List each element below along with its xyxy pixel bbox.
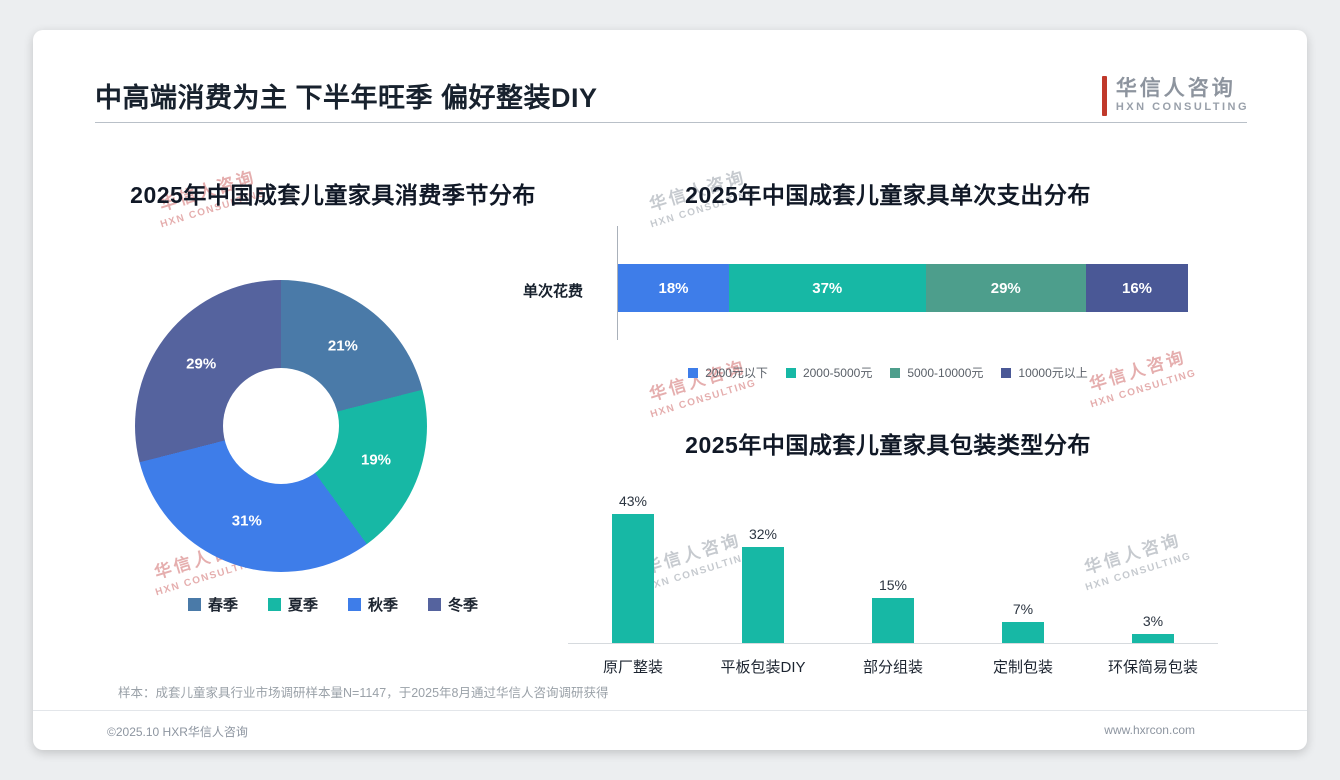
- donut-ring: [135, 280, 427, 572]
- bar: [742, 547, 784, 643]
- brand-logo: 华信人咨询 HXN CONSULTING: [1101, 76, 1249, 116]
- legend-item: 5000-10000元: [890, 364, 983, 381]
- legend-item: 春季: [187, 594, 238, 615]
- legend-item: 2000元以下: [688, 364, 768, 381]
- bar-value-label: 3%: [1142, 613, 1164, 629]
- legend-label: 10000元以上: [1018, 366, 1088, 380]
- slide-card: 华信人咨询 HXN CONSULTING 华信人咨询 HXN CONSULTIN…: [33, 30, 1307, 750]
- bar-value-label: 32%: [748, 526, 778, 542]
- spend-stacked-chart: 单次花费 18% 37% 29% 16%: [473, 226, 1189, 340]
- bar-column: 32%: [698, 526, 828, 643]
- sample-note: 样本：成套儿童家具行业市场调研样本量N=1147，于2025年8月通过华信人咨询…: [118, 686, 609, 700]
- bar-category-label: 原厂整装: [602, 659, 663, 676]
- legend-label: 春季: [207, 597, 238, 614]
- legend-swatch: [267, 598, 281, 611]
- season-chart-title: 2025年中国成套儿童家具消费季节分布: [130, 182, 536, 208]
- bar-column: 15%: [828, 577, 958, 643]
- bar-value-label: 15%: [878, 577, 908, 593]
- spend-row-label: 单次花费: [522, 283, 583, 300]
- legend-item: 夏季: [267, 594, 318, 615]
- bar-column: 3%: [1088, 613, 1218, 643]
- bar-category-label: 部分组装: [862, 659, 923, 676]
- stacked-bar-segment: 16%: [1086, 264, 1189, 312]
- packaging-chart-title: 2025年中国成套儿童家具包装类型分布: [685, 432, 1091, 458]
- footer: ©2025.10 HXR华信人咨询 www.hxrcon.com: [33, 710, 1307, 740]
- bar: [1132, 634, 1174, 643]
- slide-content: 中高端消费为主 下半年旺季 偏好整装DIY 华信人咨询 HXN CONSULTI…: [33, 30, 1307, 750]
- legend-label: 5000-10000元: [907, 366, 984, 380]
- donut-value-label: 31%: [231, 512, 262, 530]
- bar-category-label: 定制包装: [992, 659, 1053, 676]
- legend-label: 秋季: [368, 597, 399, 614]
- bar-category-axis: 原厂整装 平板包装DIY 部分组装 定制包装 环保简易包装: [568, 656, 1218, 677]
- logo-name-en: HXN CONSULTING: [1115, 101, 1249, 114]
- legend-item: 秋季: [348, 594, 398, 615]
- legend-swatch: [1001, 367, 1012, 378]
- bar: [1002, 622, 1044, 643]
- stacked-bar: 18% 37% 29% 16%: [618, 264, 1189, 312]
- bar-column: 43%: [568, 493, 698, 643]
- logo-name-cn: 华信人咨询: [1115, 77, 1236, 101]
- bar: [872, 598, 914, 643]
- legend-item: 10000元以上: [1001, 364, 1088, 381]
- legend-label: 2000-5000元: [802, 366, 873, 380]
- copyright-text: ©2025.10 HXR华信人咨询: [107, 725, 248, 739]
- packaging-bar-chart: 43% 32% 15% 7% 3% 原厂整装 平板包装DIY 部分组装 定制包装 环保简易包装: [568, 468, 1218, 677]
- logo-accent-icon: [1101, 76, 1107, 116]
- legend-swatch: [688, 367, 699, 378]
- bar-category-label: 环保简易包装: [1107, 659, 1198, 676]
- logo-text: 华信人咨询 HXN CONSULTING: [1116, 77, 1249, 114]
- legend-swatch: [187, 598, 201, 611]
- stacked-bar-segment: 29%: [925, 264, 1086, 312]
- bar-value-label: 7%: [1012, 601, 1034, 617]
- legend-label: 2000元以下: [705, 366, 768, 380]
- bar: [612, 514, 654, 643]
- page-title: 中高端消费为主 下半年旺季 偏好整装DIY: [95, 83, 598, 113]
- stacked-bar-segment: 18%: [618, 264, 730, 312]
- legend-item: 冬季: [428, 594, 478, 615]
- legend-swatch: [890, 367, 901, 378]
- season-legend: 春季 夏季 秋季 冬季: [73, 594, 593, 615]
- spend-legend: 2000元以下 2000-5000元 5000-10000元 10000元以上: [563, 364, 1213, 381]
- stacked-bar-segment: 37%: [729, 264, 926, 312]
- bar-column: 7%: [958, 601, 1088, 643]
- legend-label: 夏季: [287, 597, 318, 614]
- legend-swatch: [785, 367, 796, 378]
- bar-value-label: 43%: [618, 493, 648, 509]
- donut-labels: 21% 19% 31% 29%: [135, 280, 427, 572]
- donut-value-label: 19%: [361, 451, 392, 469]
- legend-swatch: [348, 598, 361, 611]
- legend-label: 冬季: [448, 597, 479, 614]
- bar-category-label: 平板包装DIY: [720, 659, 806, 676]
- season-donut-chart: 21% 19% 31% 29%: [135, 280, 427, 572]
- legend-swatch: [428, 598, 442, 611]
- spend-axis: 18% 37% 29% 16%: [617, 226, 1189, 340]
- bar-plot-area: 43% 32% 15% 7% 3%: [568, 468, 1218, 644]
- spend-chart-title: 2025年中国成套儿童家具单次支出分布: [685, 182, 1091, 208]
- donut-value-label: 21%: [327, 337, 358, 355]
- website-link[interactable]: www.hxrcon.com: [1104, 723, 1195, 737]
- legend-item: 2000-5000元: [785, 364, 873, 381]
- header-divider: [95, 122, 1247, 123]
- donut-value-label: 29%: [186, 355, 217, 373]
